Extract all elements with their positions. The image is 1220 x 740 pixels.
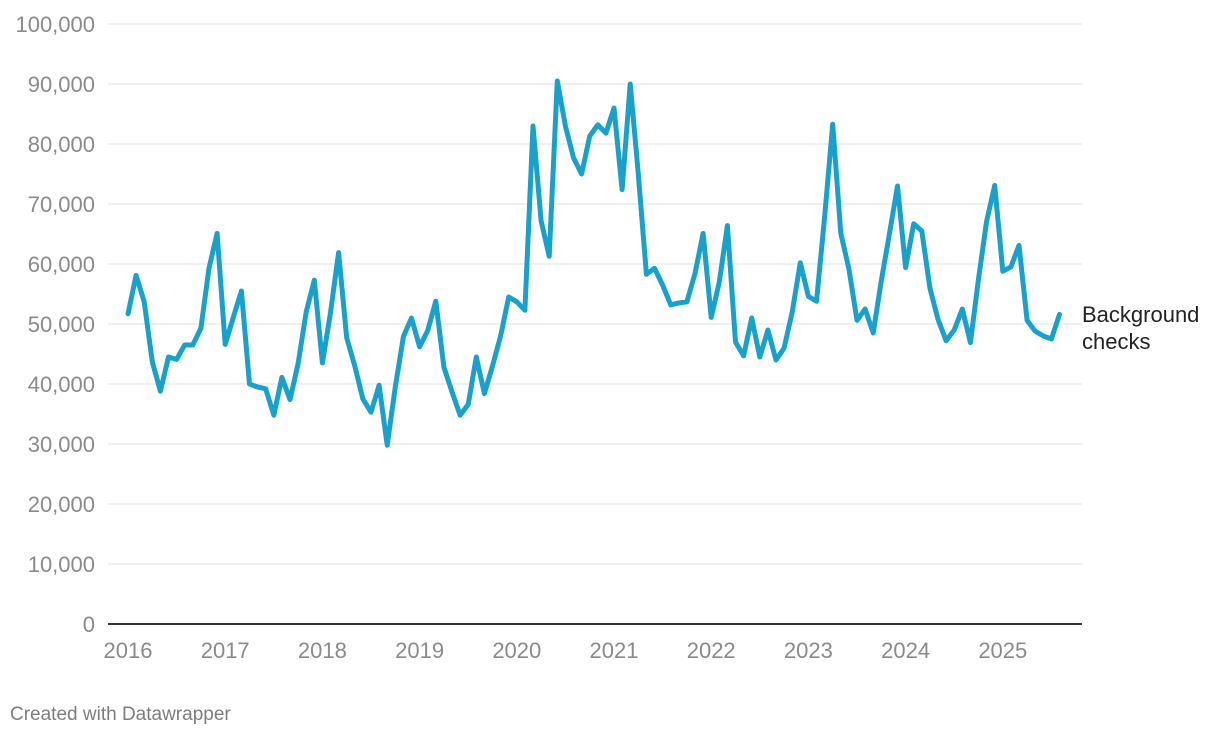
footer-credit: Created with Datawrapper [10, 704, 231, 725]
x-tick-label: 2019 [395, 638, 444, 663]
x-axis-tick-labels: 2016 2017 2018 2019 2020 2021 2022 2023 2024 2025 [104, 638, 1028, 663]
x-tick-label: 2018 [298, 638, 347, 663]
y-tick-label: 20,000 [28, 492, 95, 517]
y-tick-label: 50,000 [28, 312, 95, 337]
y-tick-label: 40,000 [28, 372, 95, 397]
series-label-line: Background [1082, 302, 1199, 327]
x-tick-label: 2024 [881, 638, 930, 663]
y-axis-tick-labels: 0 10,000 20,000 30,000 40,000 50,000 60,000 70,… [15, 12, 95, 637]
y-tick-label: 80,000 [28, 132, 95, 157]
line-chart: 0 10,000 20,000 30,000 40,000 50,000 60,000 70,… [15, 12, 1199, 663]
y-tick-label: 70,000 [28, 192, 95, 217]
y-tick-label: 100,000 [15, 12, 95, 37]
x-tick-label: 2023 [784, 638, 833, 663]
x-tick-label: 2020 [492, 638, 541, 663]
x-tick-label: 2016 [104, 638, 153, 663]
x-tick-label: 2025 [978, 638, 1027, 663]
series-label-background-checks: Background checks [1082, 302, 1199, 354]
series-line-background-checks [125, 78, 1062, 448]
y-tick-label: 0 [83, 612, 95, 637]
y-tick-label: 90,000 [28, 72, 95, 97]
series-label-line: checks [1082, 329, 1150, 354]
x-tick-label: 2022 [687, 638, 736, 663]
x-tick-label: 2017 [201, 638, 250, 663]
y-tick-label: 30,000 [28, 432, 95, 457]
y-tick-label: 10,000 [28, 552, 95, 577]
gridlines [108, 23, 1082, 565]
x-tick-label: 2021 [590, 638, 639, 663]
y-tick-label: 60,000 [28, 252, 95, 277]
